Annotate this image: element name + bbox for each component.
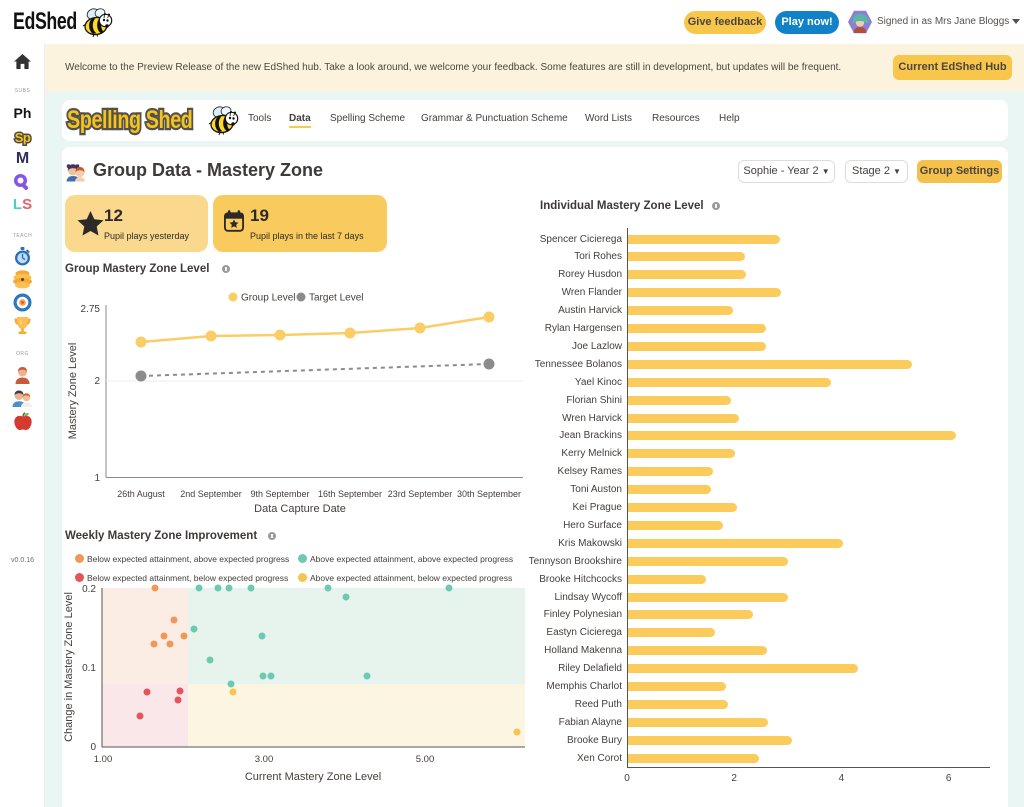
svg-text:26th August: 26th August <box>117 489 165 499</box>
svg-text:Current Mastery Zone Level: Current Mastery Zone Level <box>245 771 381 783</box>
svg-text:2nd September: 2nd September <box>180 489 242 499</box>
svg-text:Target Level: Target Level <box>309 293 363 304</box>
svg-text:Change in Mastery Zone Level: Change in Mastery Zone Level <box>63 592 75 742</box>
svg-text:23rd September: 23rd September <box>388 489 453 499</box>
svg-text:16th September: 16th September <box>318 489 382 499</box>
svg-text:2: 2 <box>94 376 100 387</box>
svg-text:3.00: 3.00 <box>255 754 274 765</box>
svg-text:0.2: 0.2 <box>82 584 96 595</box>
svg-text:2.75: 2.75 <box>81 304 101 315</box>
svg-text:5.00: 5.00 <box>416 754 435 765</box>
svg-text:30th September: 30th September <box>457 489 521 499</box>
svg-text:1: 1 <box>94 473 100 484</box>
svg-text:Group Level: Group Level <box>241 293 295 304</box>
svg-text:0: 0 <box>90 742 96 753</box>
svg-text:9th September: 9th September <box>250 489 309 499</box>
svg-text:Mastery Zone Level: Mastery Zone Level <box>67 343 79 440</box>
svg-text:Data Capture Date: Data Capture Date <box>254 503 346 515</box>
svg-text:0.1: 0.1 <box>82 663 96 674</box>
svg-text:1.00: 1.00 <box>94 754 113 765</box>
